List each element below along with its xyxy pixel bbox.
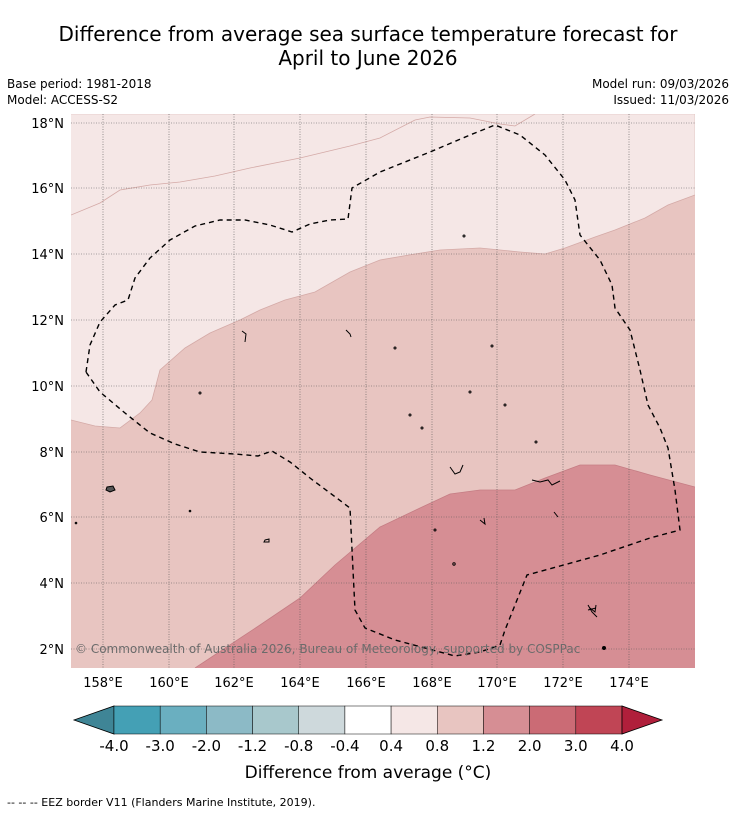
- island: [241, 330, 247, 343]
- colorbar-tick-label: 0.4: [379, 737, 403, 755]
- lon-label: 160°E: [149, 676, 189, 691]
- island: [188, 509, 192, 513]
- colorbar-cell: [113, 705, 161, 735]
- colorbar-cell: [529, 705, 577, 735]
- colorbar-tick-label: -4.0: [99, 737, 128, 755]
- sst-anomaly-map: © Commonwealth of Australia 2026, Bureau…: [31, 114, 695, 691]
- colorbar-cell: [575, 705, 623, 735]
- island: [105, 485, 116, 493]
- lat-label: 10°N: [31, 380, 64, 395]
- colorbar-under-arrow: [72, 705, 115, 735]
- island: [408, 413, 412, 417]
- lat-label: 12°N: [31, 314, 64, 329]
- colorbar-cell: [159, 705, 207, 735]
- island: [587, 607, 597, 611]
- lon-label: 168°E: [412, 676, 452, 691]
- island: [449, 464, 464, 475]
- colorbar-label: Difference from average (°C): [244, 763, 492, 783]
- lon-label: 166°E: [346, 676, 386, 691]
- colorbar-tick-label: -2.0: [192, 737, 221, 755]
- lat-labels: 18°N 16°N 14°N 12°N 10°N 8°N 6°N 4°N 2°N: [31, 117, 64, 658]
- island: [490, 344, 494, 348]
- band-0.4-0.8: [71, 114, 695, 428]
- colorbar-cell: [252, 705, 299, 735]
- lon-label: 158°E: [83, 676, 123, 691]
- colorbar-cell: [206, 705, 253, 735]
- island: [479, 517, 486, 526]
- island: [468, 390, 472, 394]
- lat-gridlines: [71, 122, 695, 650]
- colorbar-cell: [390, 705, 438, 735]
- eez-border: [85, 124, 681, 657]
- issued-date: Issued: 11/03/2026: [613, 93, 729, 107]
- contour-line-3: [194, 464, 695, 668]
- island: [602, 646, 606, 650]
- lon-label: 172°E: [543, 676, 583, 691]
- map-title-line-2: April to June 2026: [278, 46, 458, 70]
- lon-label: 174°E: [609, 676, 649, 691]
- island: [553, 511, 559, 518]
- island: [263, 538, 270, 543]
- island: [433, 528, 437, 532]
- island: [534, 440, 538, 444]
- eez-footnote: -- -- -- EEZ border V11 (Flanders Marine…: [7, 796, 316, 809]
- colorbar-cell: [344, 705, 392, 735]
- island: [452, 562, 456, 566]
- island: [198, 391, 202, 395]
- band-1.2-2.0: [195, 465, 695, 668]
- island: [503, 403, 507, 407]
- colorbar-tick-label: -3.0: [146, 737, 175, 755]
- lat-label: 14°N: [31, 248, 64, 263]
- colorbar-over-arrow: [621, 705, 664, 735]
- map-title-line-1: Difference from average sea surface temp…: [58, 22, 678, 46]
- model-run: Model run: 09/03/2026: [591, 77, 729, 91]
- colorbar-tick-label: 4.0: [610, 737, 634, 755]
- island: [345, 329, 352, 338]
- contour-line: [71, 114, 536, 216]
- lat-label: 18°N: [31, 117, 64, 132]
- colorbar-tick-label: -0.8: [284, 737, 313, 755]
- island: [462, 234, 466, 238]
- island: [393, 346, 397, 350]
- colorbar-cell: [298, 705, 346, 735]
- colorbar-tick-label: 1.2: [472, 737, 496, 755]
- colorbar-cell: [483, 705, 530, 735]
- colorbar-tick-label: -1.2: [238, 737, 267, 755]
- colorbar-cell: [437, 705, 484, 735]
- contour-line-2: [71, 194, 695, 429]
- band-0.4-0.8-upper: [71, 114, 695, 195]
- colorbar-tick-label: 2.0: [518, 737, 542, 755]
- islands: [74, 234, 606, 650]
- lat-label: 2°N: [40, 643, 65, 658]
- lon-label: 162°E: [214, 676, 254, 691]
- lon-label: 170°E: [477, 676, 517, 691]
- lat-label: 6°N: [40, 511, 65, 526]
- lat-label: 16°N: [31, 182, 64, 197]
- model-name: Model: ACCESS-S2: [7, 93, 119, 107]
- island: [531, 479, 561, 486]
- lat-label: 8°N: [40, 446, 65, 461]
- lat-label: 4°N: [40, 577, 65, 592]
- colorbar-tick-label: 0.8: [425, 737, 449, 755]
- island: [587, 604, 598, 618]
- lon-label: 164°E: [280, 676, 320, 691]
- copyright-text: © Commonwealth of Australia 2026, Bureau…: [75, 642, 580, 656]
- island: [420, 426, 424, 430]
- colorbar-tick-label: -0.4: [330, 737, 359, 755]
- lon-labels: 158°E 160°E 162°E 164°E 166°E 168°E 170°…: [83, 676, 649, 691]
- colorbar-tick-label: 3.0: [564, 737, 588, 755]
- base-period: Base period: 1981-2018: [7, 77, 152, 91]
- colorbar: -4.0 -3.0 -2.0 -1.2 -0.8 -0.4 0.4 0.8 1.2 2.0 3.0 4…: [72, 705, 664, 755]
- island: [74, 521, 78, 525]
